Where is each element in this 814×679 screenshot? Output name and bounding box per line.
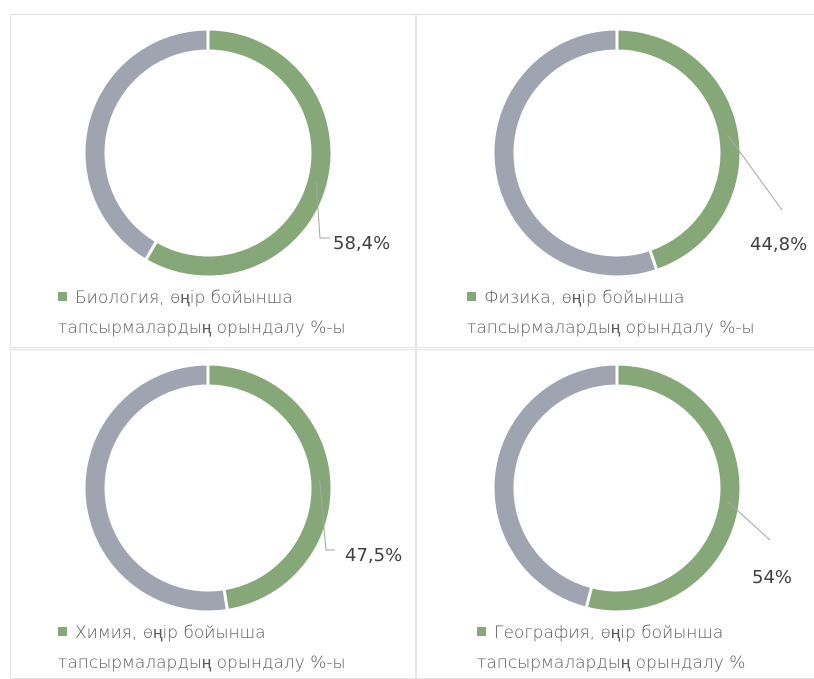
donut-segment	[491, 362, 619, 610]
legend: География, өңір бойынша тапсырмалардың о…	[477, 618, 777, 678]
leader-line	[727, 134, 783, 211]
donut-segment	[615, 27, 743, 273]
data-label: 54%	[752, 567, 792, 588]
legend: Биология, өңір бойынша тапсырмалардың ор…	[58, 283, 358, 343]
legend: Химия, өңір бойынша тапсырмалардың орынд…	[58, 618, 358, 678]
donut-segment	[82, 27, 210, 263]
donut-segment	[491, 27, 659, 279]
legend-label: Химия, өңір бойынша тапсырмалардың орынд…	[58, 623, 346, 673]
legend: Физика, өңір бойынша тапсырмалардың орын…	[467, 283, 767, 343]
leader-line	[319, 479, 335, 551]
legend-swatch	[477, 627, 486, 636]
panel	[10, 14, 416, 348]
donut-segment	[143, 27, 334, 279]
donut-segment	[82, 362, 230, 614]
legend-label: Физика, өңір бойынша тапсырмалардың орын…	[467, 288, 755, 338]
data-label: 58,4%	[333, 233, 390, 254]
legend-swatch	[467, 292, 476, 301]
legend-label: Биология, өңір бойынша тапсырмалардың ор…	[58, 288, 346, 338]
leader-line	[727, 501, 771, 541]
leader-line	[315, 182, 330, 239]
donut-segment	[206, 362, 334, 613]
legend-label: География, өңір бойынша тапсырмалардың о…	[477, 623, 746, 673]
legend-swatch	[58, 292, 67, 301]
legend-swatch	[58, 627, 67, 636]
data-label: 44,8%	[750, 234, 807, 255]
data-label: 47,5%	[345, 545, 402, 566]
panel	[416, 14, 814, 348]
donut-segment	[584, 362, 743, 614]
